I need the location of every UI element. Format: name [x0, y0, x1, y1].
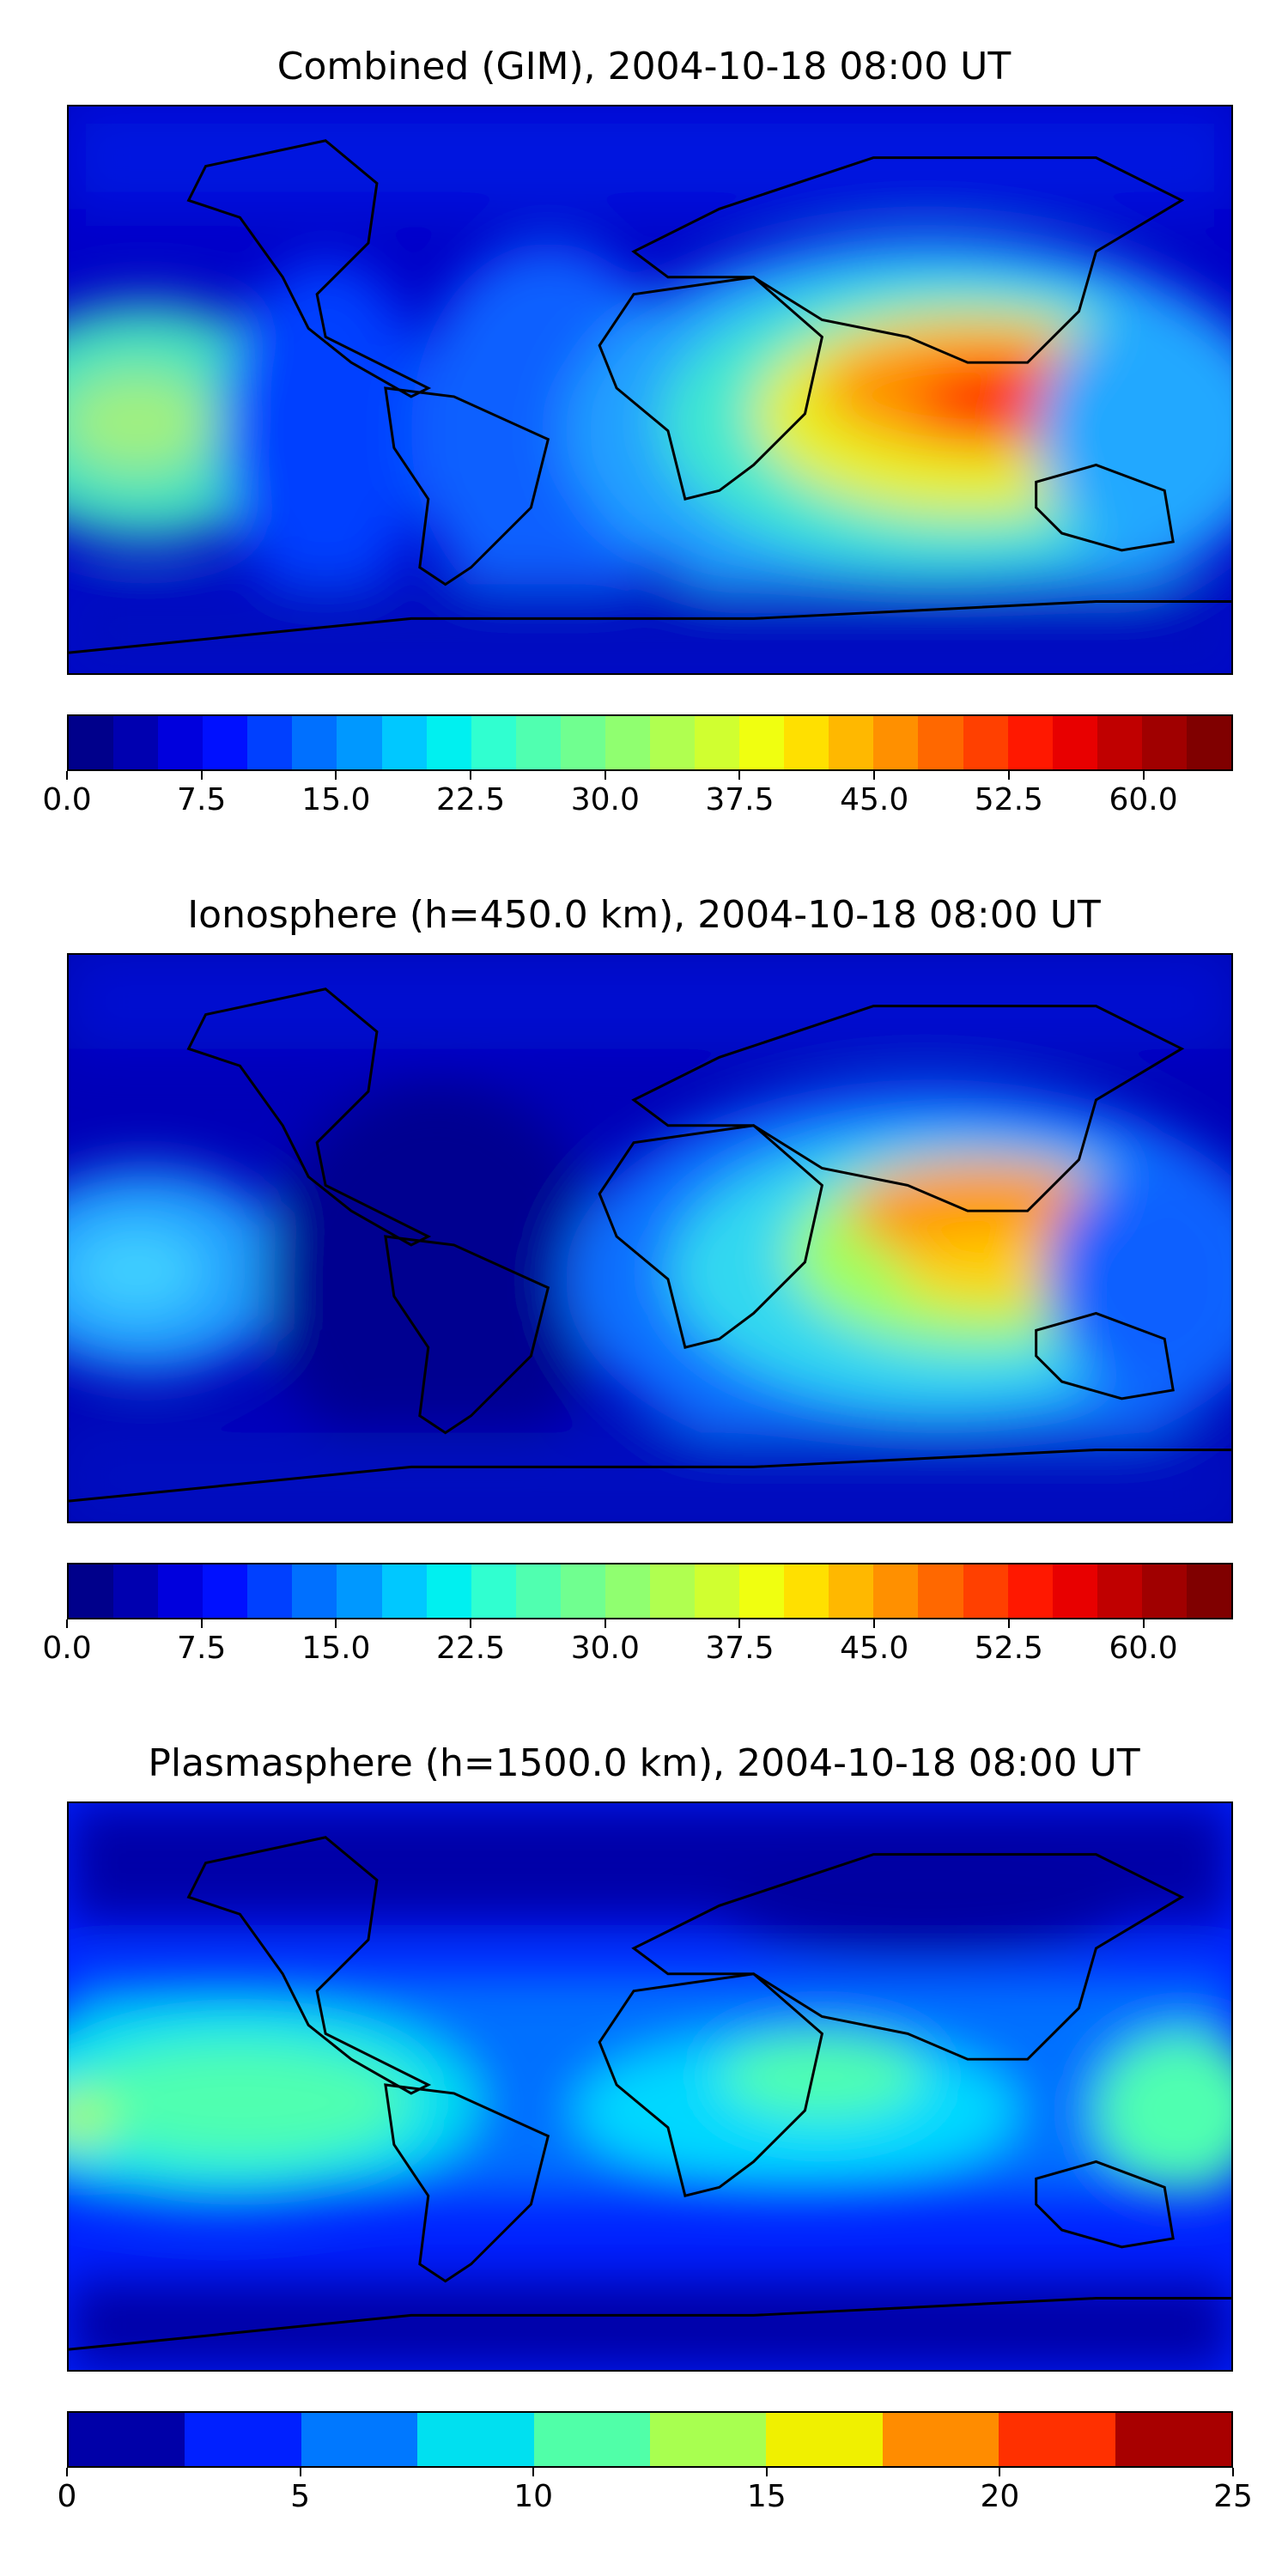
- colorbar-tick-label: 20: [980, 2479, 1020, 2514]
- colorbar-tick: [999, 2468, 1001, 2476]
- antarctica-coast: [69, 600, 1231, 654]
- colorbar-tick: [1142, 1619, 1145, 1628]
- colorbar-tick-label: 0.0: [42, 1631, 92, 1666]
- colorbar-tick: [765, 2468, 768, 2476]
- colorbar-tick-label: 15.0: [301, 782, 371, 817]
- colorbar-tick-label: 45.0: [840, 1631, 909, 1666]
- panel-1-colorbar: [67, 714, 1233, 771]
- colorbar-tick-label: 30.0: [570, 1631, 640, 1666]
- colorbar-tick: [470, 1619, 472, 1628]
- south-america-coast: [384, 386, 550, 586]
- colorbar-tick-label: 0: [57, 2479, 77, 2514]
- colorbar-tick-label: 22.5: [435, 1631, 506, 1666]
- colorbar-tick: [604, 771, 606, 780]
- panel-2-map: [67, 953, 1233, 1523]
- panel-3-colorbar-ticks: 0 5 10 15 20 25: [58, 2468, 1253, 2514]
- colorbar-tick-label: 0.0: [42, 782, 92, 817]
- colorbar-tick: [1007, 771, 1010, 780]
- colorbar-tick-label: 15: [746, 2479, 787, 2514]
- panel-1-map: [67, 105, 1233, 675]
- colorbar-tick-label: 60.0: [1109, 1631, 1178, 1666]
- colorbar-tick-label: 60.0: [1109, 782, 1178, 817]
- colorbar-tick: [604, 1619, 606, 1628]
- colorbar-tick-label: 45.0: [840, 782, 909, 817]
- colorbar-tick: [200, 1619, 203, 1628]
- colorbar-tick: [1232, 2468, 1234, 2476]
- colorbar-tick-label: 25: [1213, 2479, 1253, 2514]
- colorbar-tick: [738, 1619, 741, 1628]
- panel-3-title: Plasmasphere (h=1500.0 km), 2004-10-18 0…: [148, 1741, 1140, 1785]
- panel-1-colorbar-ticks: 0.0 7.5 15.0 22.5 30.0 37.5 45.0 52.5 60.0: [42, 771, 1233, 817]
- colorbar-tick-label: 52.5: [974, 1631, 1043, 1666]
- colorbar-tick-label: 52.5: [974, 782, 1043, 817]
- panel-2-colorbar-ticks: 0.0 7.5 15.0 22.5 30.0 37.5 45.0 52.5 60.0: [42, 1619, 1233, 1666]
- colorbar-tick: [66, 2468, 68, 2476]
- colorbar-tick: [299, 2468, 301, 2476]
- colorbar-tick: [532, 2468, 535, 2476]
- colorbar-tick-label: 10: [513, 2479, 554, 2514]
- colorbar-tick: [200, 771, 203, 780]
- eurasia-coast: [631, 156, 1185, 364]
- panel-3-map: [67, 1801, 1233, 2372]
- panel-3-colorbar: [67, 2411, 1233, 2468]
- colorbar-tick-label: 37.5: [705, 782, 775, 817]
- australia-coast: [1035, 463, 1175, 552]
- colorbar-tick-label: 30.0: [570, 782, 640, 817]
- colorbar-tick: [1142, 771, 1145, 780]
- colorbar-tick-label: 7.5: [177, 782, 227, 817]
- panel-2-title: Ionosphere (h=450.0 km), 2004-10-18 08:0…: [187, 893, 1101, 937]
- africa-coast: [598, 276, 824, 501]
- colorbar-tick-label: 7.5: [177, 1631, 227, 1666]
- colorbar-tick-label: 22.5: [435, 782, 506, 817]
- colorbar-tick: [470, 771, 472, 780]
- panel-2-colorbar: [67, 1563, 1233, 1619]
- colorbar-tick: [66, 1619, 68, 1628]
- colorbar-tick-label: 37.5: [705, 1631, 775, 1666]
- colorbar-tick: [335, 771, 337, 780]
- colorbar-tick: [873, 771, 876, 780]
- colorbar-tick: [66, 771, 68, 780]
- colorbar-tick: [1007, 1619, 1010, 1628]
- north-america-coast: [186, 139, 432, 398]
- panel-1-title: Combined (GIM), 2004-10-18 08:00 UT: [276, 45, 1012, 88]
- colorbar-tick: [335, 1619, 337, 1628]
- colorbar-tick-label: 15.0: [301, 1631, 371, 1666]
- colorbar-tick: [873, 1619, 876, 1628]
- colorbar-tick: [738, 771, 741, 780]
- colorbar-tick-label: 5: [290, 2479, 311, 2514]
